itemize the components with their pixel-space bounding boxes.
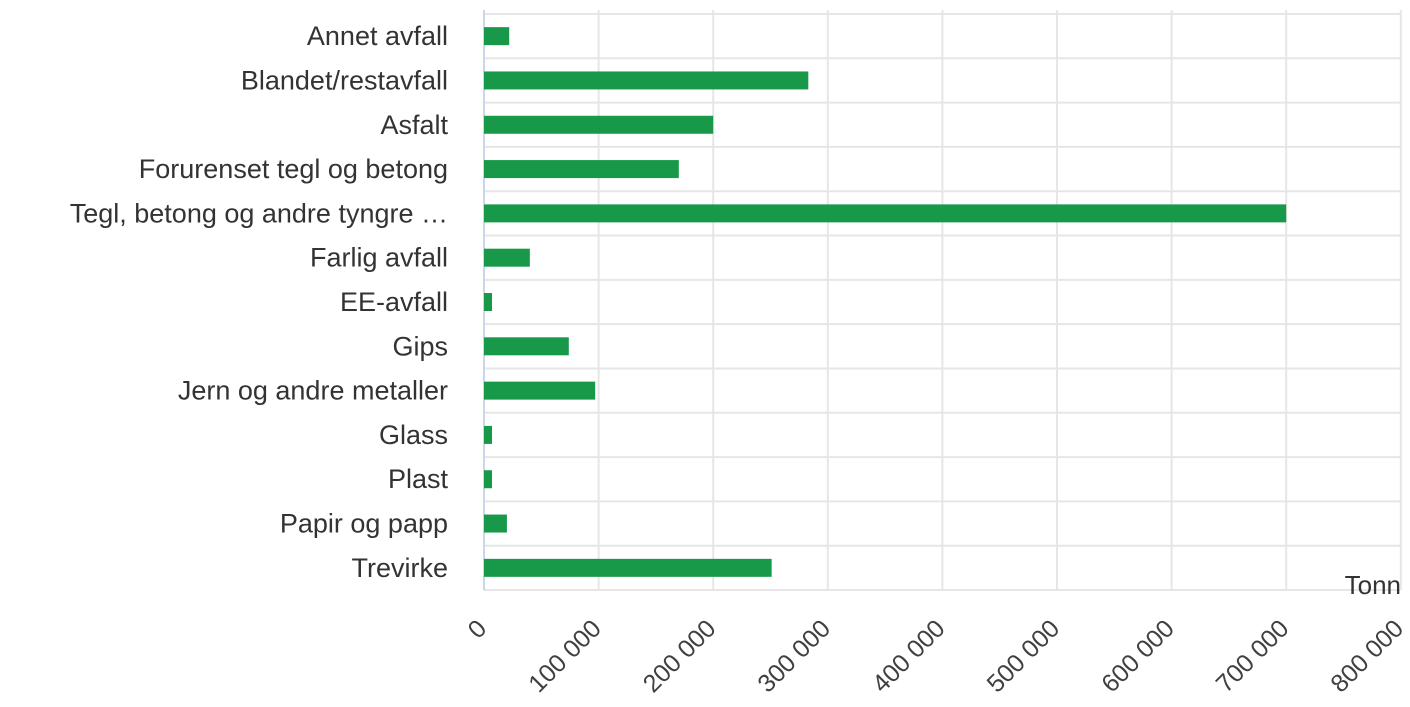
- category-label: Glass: [379, 420, 448, 450]
- category-label: Blandet/restavfall: [241, 65, 448, 95]
- bars: [484, 27, 1287, 577]
- x-tick-label: 600 000: [1096, 614, 1180, 698]
- unit-label: Tonn: [1345, 570, 1401, 600]
- category-label: Forurenset tegl og betong: [139, 154, 448, 184]
- category-label: Asfalt: [380, 110, 448, 140]
- category-label: Gips: [392, 331, 448, 361]
- bar: [484, 470, 493, 489]
- bar: [484, 381, 596, 400]
- x-tick-label: 200 000: [638, 614, 722, 698]
- bar: [484, 204, 1287, 223]
- bar: [484, 71, 809, 90]
- category-label: Papir og papp: [280, 509, 448, 539]
- x-tick-label: 100 000: [523, 614, 607, 698]
- x-tick-label: 0: [463, 614, 493, 644]
- x-tick-label: 400 000: [867, 614, 951, 698]
- category-label: Farlig avfall: [310, 243, 448, 273]
- category-label: Trevirke: [351, 553, 448, 583]
- category-label: Plast: [388, 464, 449, 494]
- bar: [484, 27, 510, 46]
- bar: [484, 293, 493, 311]
- bar: [484, 425, 493, 444]
- bar: [484, 337, 569, 356]
- bar: [484, 160, 679, 179]
- x-tick-labels: 0 100 000 200 000 300 000 400 000 500 000 600 …: [463, 614, 1409, 698]
- x-tick-label: 500 000: [982, 614, 1066, 698]
- x-tick-label: 300 000: [752, 614, 836, 698]
- bar: [484, 248, 530, 267]
- bar: [484, 514, 507, 533]
- category-label: Tegl, betong og andre tyngre …: [70, 198, 448, 228]
- category-label: Jern og andre metaller: [178, 376, 448, 406]
- grid-lines: [483, 10, 1402, 591]
- bar: [484, 558, 772, 577]
- bar: [484, 115, 714, 134]
- category-labels: Annet avfall Blandet/restavfall Asfalt Foru…: [70, 21, 449, 583]
- x-tick-label: 800 000: [1325, 614, 1409, 698]
- category-label: Annet avfall: [307, 21, 448, 51]
- category-label: EE-avfall: [340, 287, 448, 317]
- x-tick-label: 700 000: [1211, 614, 1295, 698]
